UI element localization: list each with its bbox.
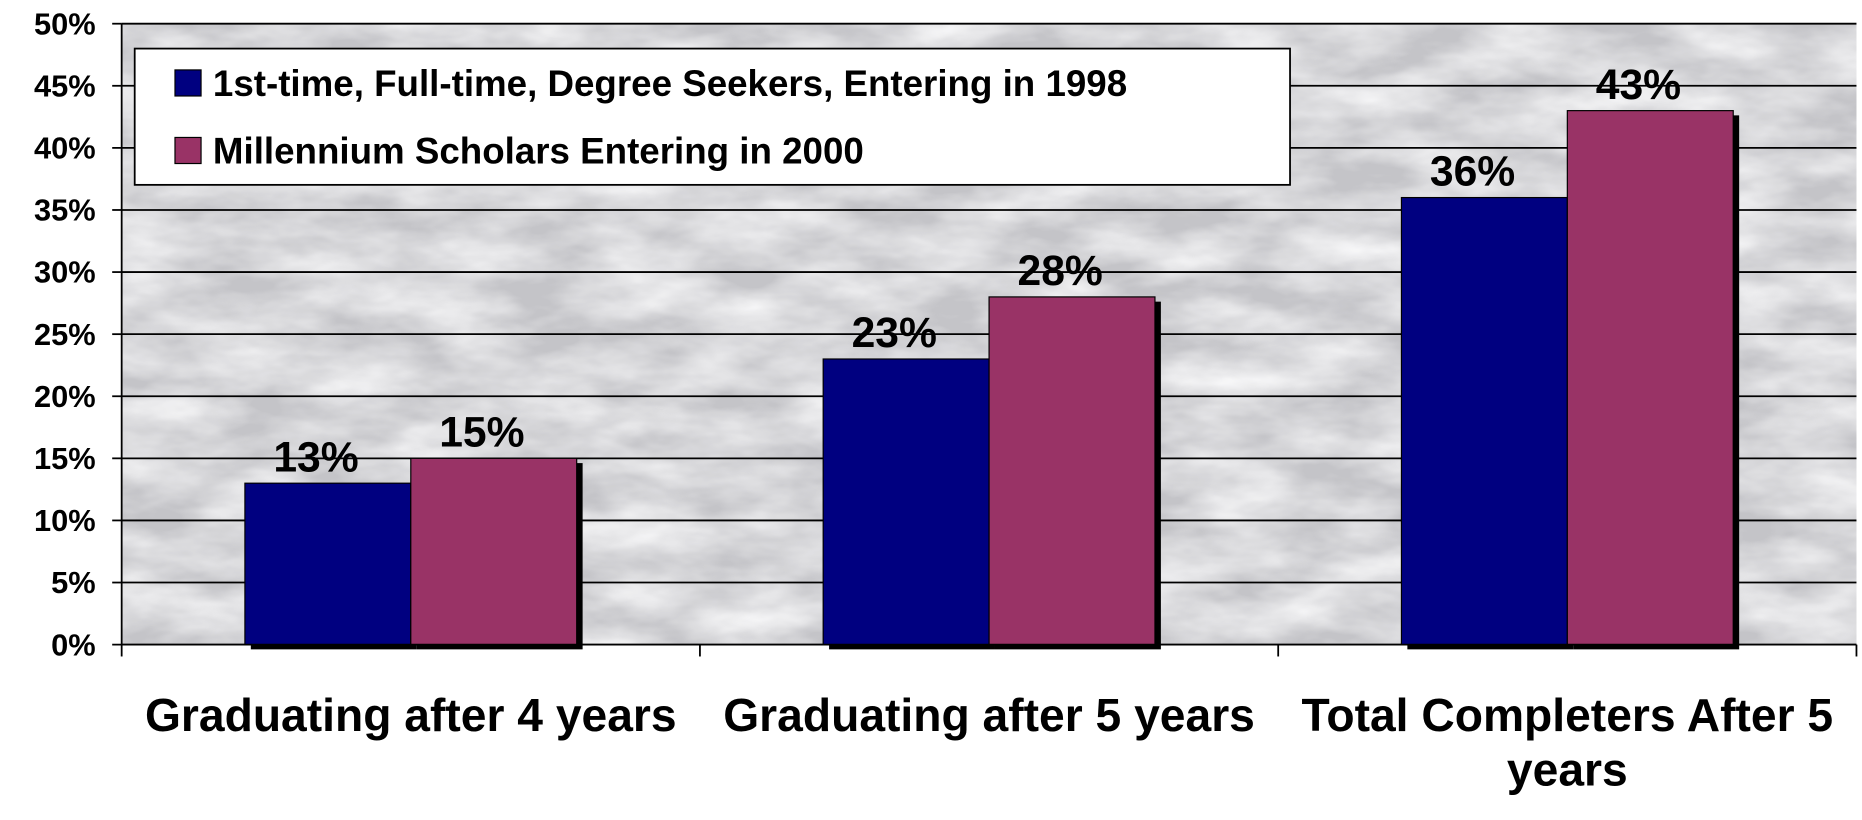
bar (822, 358, 990, 646)
data-label: 15% (439, 408, 524, 456)
y-tick-label: 0% (51, 627, 96, 662)
data-label: 36% (1430, 148, 1515, 196)
data-label: 13% (273, 433, 358, 481)
x-tick-label: Graduating after 5 years (723, 690, 1255, 742)
bar (1566, 110, 1734, 646)
data-label: 43% (1596, 61, 1681, 109)
legend-box (133, 47, 1291, 186)
legend-swatch (174, 136, 202, 165)
y-tick-label: 35% (34, 193, 96, 228)
bar (1400, 196, 1568, 646)
bar (410, 457, 578, 646)
y-tick-label: 40% (34, 131, 96, 166)
y-tick-label: 30% (34, 255, 96, 290)
y-tick-label: 25% (34, 317, 96, 352)
y-tick-label: 10% (34, 503, 96, 538)
y-tick-label: 5% (51, 565, 96, 600)
x-tick-label-box: Graduating after 4 years (144, 690, 677, 742)
legend-swatch (174, 69, 202, 97)
x-tick-label-box: Total Completers After 5 years (1301, 690, 1834, 797)
data-label: 28% (1017, 247, 1102, 295)
legend-label: Millennium Scholars Entering in 2000 (213, 131, 864, 172)
y-tick-label: 20% (34, 379, 96, 414)
y-tick-label: 15% (34, 441, 96, 476)
x-tick-label: Total Completers After 5 years (1301, 690, 1834, 797)
data-label: 23% (852, 309, 937, 357)
bar (244, 482, 412, 646)
x-tick-label: Graduating after 4 years (144, 690, 677, 742)
y-tick-label: 50% (34, 6, 96, 41)
legend-label: 1st-time, Full-time, Degree Seekers, Ent… (213, 63, 1127, 104)
bar (988, 296, 1156, 646)
y-tick-label: 45% (34, 68, 96, 103)
x-tick-label-box: Graduating after 5 years (723, 690, 1255, 742)
